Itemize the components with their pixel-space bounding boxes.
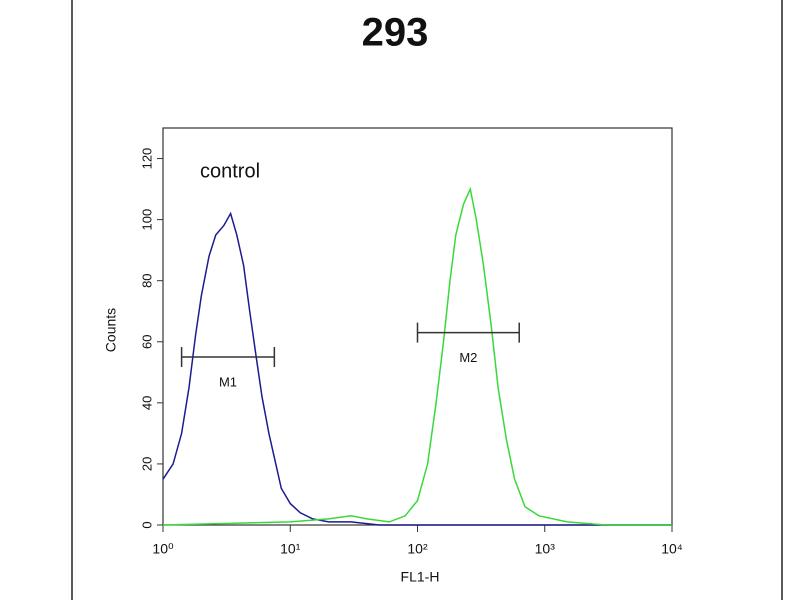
marker-label: M1 bbox=[219, 374, 237, 389]
y-axis-label: Counts bbox=[103, 308, 119, 352]
x-tick-label: 10⁴ bbox=[661, 541, 683, 557]
y-tick-label: 40 bbox=[139, 396, 154, 410]
y-tick-label: 0 bbox=[139, 521, 154, 528]
x-axis-label: FL1-H bbox=[401, 569, 440, 585]
x-tick-label: 10³ bbox=[535, 541, 556, 557]
y-tick-label: 20 bbox=[139, 457, 154, 471]
y-tick-label: 80 bbox=[139, 273, 154, 287]
annotation: control bbox=[200, 160, 260, 182]
x-tick-label: 10⁰ bbox=[152, 541, 174, 557]
x-tick-label: 10² bbox=[407, 541, 428, 557]
series-line bbox=[162, 186, 672, 526]
y-tick-label: 100 bbox=[139, 209, 154, 231]
y-tick-label: 60 bbox=[139, 335, 154, 349]
x-tick-label: 10¹ bbox=[280, 541, 301, 557]
frame bbox=[71, 0, 783, 600]
y-tick-label: 120 bbox=[139, 148, 154, 170]
marker-label: M2 bbox=[459, 350, 477, 365]
chart-title: 293 bbox=[362, 11, 429, 55]
